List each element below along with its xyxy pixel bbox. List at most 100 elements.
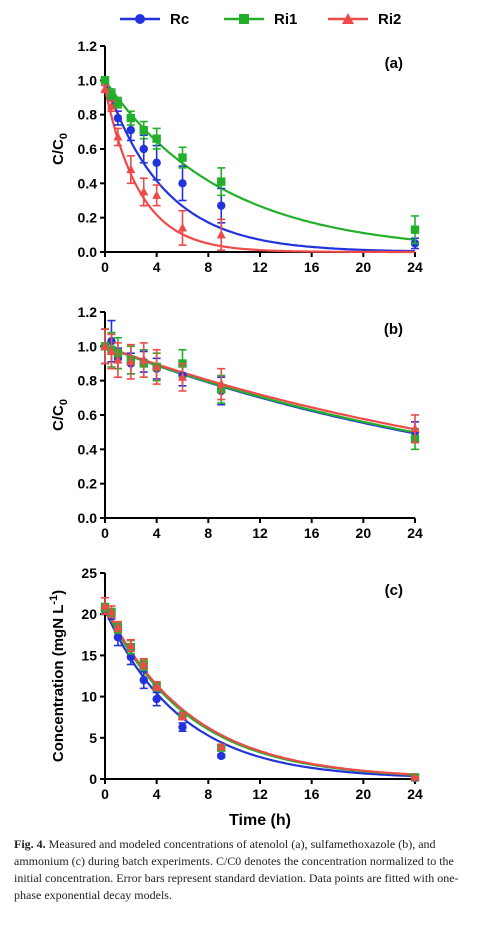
data-point-ri2 — [178, 372, 187, 381]
data-point-ri1 — [107, 89, 116, 99]
data-point-ri1 — [178, 153, 187, 162]
y-tick-label: 20 — [81, 606, 97, 622]
data-point-rc — [217, 751, 226, 761]
data-point-rc — [126, 652, 136, 662]
y-label-subscript: 0 — [58, 399, 70, 405]
data-point-ri2 — [216, 229, 226, 239]
panel-label: (a) — [385, 55, 403, 72]
x-tick-label: 20 — [356, 525, 372, 541]
y-label-superscript: -1 — [48, 595, 60, 605]
caption-text: Measured and modeled concentrations of a… — [14, 837, 459, 902]
y-tick-label: 0.8 — [78, 107, 98, 123]
data-point-ri2 — [178, 711, 187, 720]
y-label-close: ) — [50, 590, 67, 595]
x-tick-label: 12 — [252, 259, 268, 275]
y-axis-label: Concentration (mgN L-1) — [48, 590, 67, 762]
x-tick-label: 0 — [101, 259, 109, 275]
x-tick-label: 8 — [204, 525, 212, 541]
x-tick-label: 24 — [407, 259, 423, 275]
data-point-rc — [217, 201, 226, 210]
data-point-ri2 — [139, 355, 149, 364]
data-point-ri1 — [410, 225, 420, 234]
y-tick-label: 0.2 — [78, 476, 98, 492]
data-point-ri2 — [106, 346, 116, 355]
x-tick-label: 12 — [252, 786, 268, 802]
x-tick-label: 8 — [204, 259, 212, 275]
caption-fig-label: Fig. 4. — [14, 837, 46, 851]
data-point-ri2 — [126, 164, 136, 174]
data-point-rc — [126, 125, 136, 135]
legend-item-ri2: Ri2 — [326, 6, 401, 32]
data-point-rc — [178, 179, 187, 188]
data-point-ri2 — [113, 355, 123, 364]
data-point-ri2 — [152, 190, 162, 199]
data-point-ri1 — [100, 76, 110, 85]
legend-label-rc: Rc — [170, 10, 190, 28]
panel-label: (c) — [385, 582, 403, 599]
data-point-rc — [152, 694, 161, 704]
data-point-ri2 — [126, 356, 136, 366]
data-point-ri2 — [216, 741, 226, 751]
x-tick-label: 4 — [153, 259, 161, 275]
ri1-legend-marker — [224, 14, 264, 24]
legend-label-ri1: Ri1 — [274, 10, 298, 28]
data-point-ri2 — [106, 606, 116, 616]
legend-item-rc: Rc — [118, 6, 189, 32]
y-tick-label: 15 — [81, 647, 97, 663]
data-point-rc — [139, 144, 148, 154]
y-tick-label: 0.0 — [78, 510, 98, 526]
data-point-ri1 — [113, 98, 123, 107]
data-point-ri2 — [139, 186, 149, 196]
panel-label: (b) — [384, 321, 403, 338]
data-point-ri1 — [152, 134, 161, 143]
x-tick-label: 8 — [204, 786, 212, 802]
y-axis-label: C/C0 — [50, 399, 70, 431]
y-tick-label: 1.2 — [78, 304, 98, 320]
data-point-ri2 — [216, 379, 226, 388]
figure-panels: 0.00.20.40.60.81.01.20 4 8 12 16 20 24C/C0(a)0… — [48, 38, 423, 829]
data-point-ri2 — [410, 423, 420, 433]
y-label-subscript: 0 — [58, 133, 70, 139]
data-point-rc — [113, 633, 123, 642]
data-point-ri2 — [152, 680, 162, 690]
data-point-ri2 — [100, 341, 110, 350]
y-tick-label: 0.0 — [78, 244, 98, 260]
data-point-ri1 — [126, 113, 136, 123]
x-tick-label: 4 — [153, 525, 161, 541]
y-tick-label: 1.2 — [78, 38, 98, 54]
y-tick-label: 0 — [89, 771, 97, 787]
y-tick-label: 0.2 — [78, 210, 98, 226]
data-point-ri2 — [100, 600, 110, 610]
chart-panel-b: 0.0 0.2 0.4 0.6 0.8 1.0 1.2 0 4 8 12 16 20 24 C/C0 (b) — [50, 304, 423, 541]
data-point-ri2 — [152, 361, 162, 371]
fit-curve-ri1 — [104, 607, 416, 776]
legend: Rc Ri1 Ri2 — [0, 6, 483, 32]
x-tick-label: 24 — [407, 525, 423, 541]
x-tick-label: 20 — [356, 786, 372, 802]
fit-curve-ri2 — [104, 345, 416, 431]
y-tick-label: 0.4 — [78, 441, 98, 457]
x-tick-label: 4 — [153, 786, 161, 802]
x-tick-label: 16 — [304, 786, 320, 802]
legend-item-ri1: Ri1 — [222, 6, 297, 32]
y-tick-label: 1.0 — [78, 72, 98, 88]
x-tick-label: 0 — [101, 525, 109, 541]
data-point-ri1 — [139, 125, 148, 135]
y-tick-label: 0.8 — [78, 373, 98, 389]
y-tick-label: 0.4 — [78, 175, 98, 191]
fit-curve-rc — [103, 79, 415, 253]
fit-curve-ri1 — [104, 79, 416, 241]
y-tick-label: 1.0 — [78, 338, 98, 354]
data-point-rc — [152, 158, 161, 167]
x-tick-label: 20 — [356, 259, 372, 275]
data-point-ri2 — [139, 658, 149, 668]
data-point-rc — [139, 675, 148, 685]
fit-curve-ri2 — [104, 605, 416, 776]
y-tick-label: 5 — [89, 730, 97, 746]
data-point-ri2 — [410, 772, 420, 781]
y-tick-label: 10 — [81, 689, 97, 705]
data-point-rc — [178, 722, 187, 732]
x-tick-label: 24 — [407, 786, 423, 802]
rc-legend-marker — [120, 14, 160, 24]
data-point-ri2 — [113, 131, 123, 141]
